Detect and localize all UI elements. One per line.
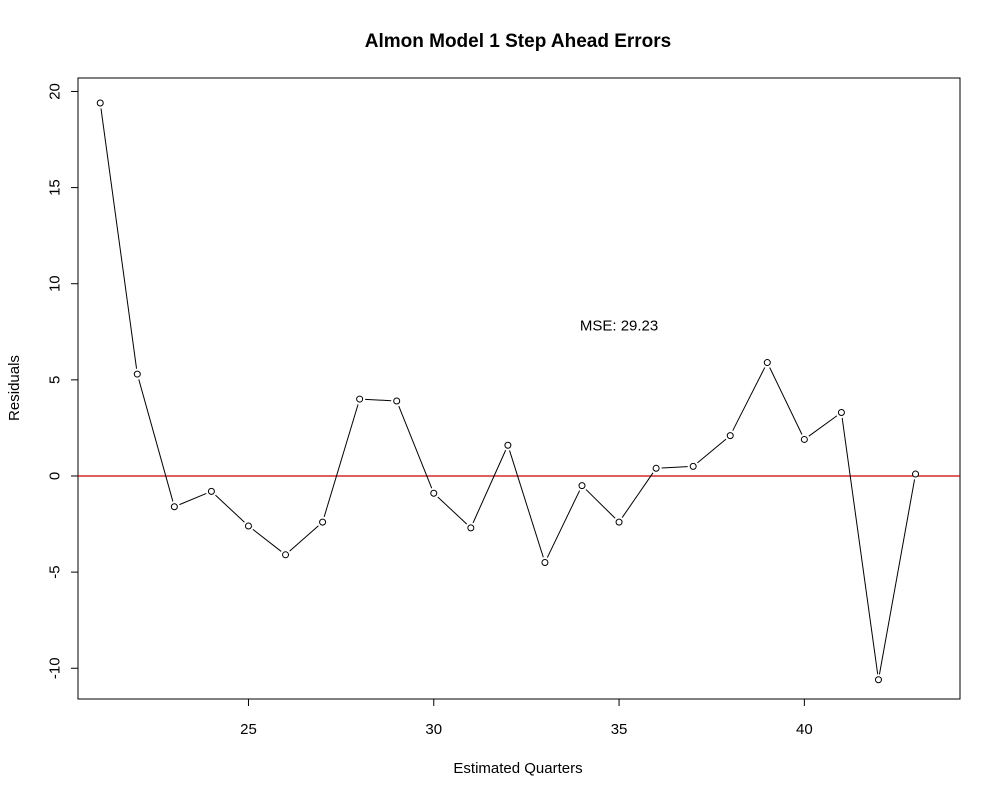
data-point [244,522,252,530]
data-point [393,397,401,405]
x-tick-label: 40 [796,721,813,738]
x-tick-label: 25 [240,721,257,738]
series-line-segment [509,450,544,558]
series-line-segment [215,494,245,523]
data-point [837,409,845,417]
data-point [726,432,734,440]
data-point [96,99,104,107]
data-point [282,551,290,559]
data-point [874,676,882,684]
series-line-segment [398,405,433,489]
data-point [504,441,512,449]
data-point [578,482,586,490]
series-line-segment [808,415,838,437]
series-line-segment [289,525,319,552]
series-line-segment [878,479,916,675]
y-tick-label: 15 [47,179,64,196]
data-point [800,435,808,443]
series-line-segment [621,472,654,518]
data-point [467,524,475,532]
x-axis-label: Estimated Quarters [453,760,582,777]
data-point [133,370,141,378]
chart-title: Almon Model 1 Step Ahead Errors [365,31,672,52]
data-point [912,470,920,478]
series-line-segment [252,528,282,552]
series-line-segment [100,108,138,369]
data-point [763,359,771,367]
data-point [652,464,660,472]
annotation-layer: MSE: 29.23 [580,318,658,335]
mse-annotation: MSE: 29.23 [580,318,658,335]
series-layer [96,99,920,684]
series-line-segment [179,493,207,506]
series-line-segment [697,438,727,464]
y-axis-label: Residuals [6,355,23,421]
series-line-segment [323,404,359,517]
x-tick-label: 35 [611,721,628,738]
plot-frame [77,77,961,700]
data-point [207,487,215,495]
series-line-segment [365,398,392,402]
y-tick-label: -10 [47,657,64,679]
series-line-segment [732,367,766,431]
series-line-segment [472,450,507,524]
data-point [430,489,438,497]
y-tick-label: 20 [47,83,64,100]
series-line-segment [138,379,174,502]
data-point [319,518,327,526]
series-line-segment [661,466,688,469]
data-point [170,503,178,511]
y-tick-label: 10 [47,275,64,292]
data-point [541,558,549,566]
y-tick-label: 0 [47,472,64,480]
x-tick-label: 30 [425,721,442,738]
series-line-segment [769,367,803,435]
data-point [356,395,364,403]
y-tick-label: -5 [47,565,64,578]
series-line-segment [437,496,468,525]
x-axis: 25 30 35 40 [240,698,813,738]
data-point [615,518,623,526]
series-line-segment [841,417,879,675]
y-axis: -10 -5 0 5 10 15 20 [47,83,79,679]
series-line-segment [585,489,616,519]
y-tick-label: 5 [47,376,64,384]
series-line-segment [546,490,581,558]
data-point [689,462,697,470]
